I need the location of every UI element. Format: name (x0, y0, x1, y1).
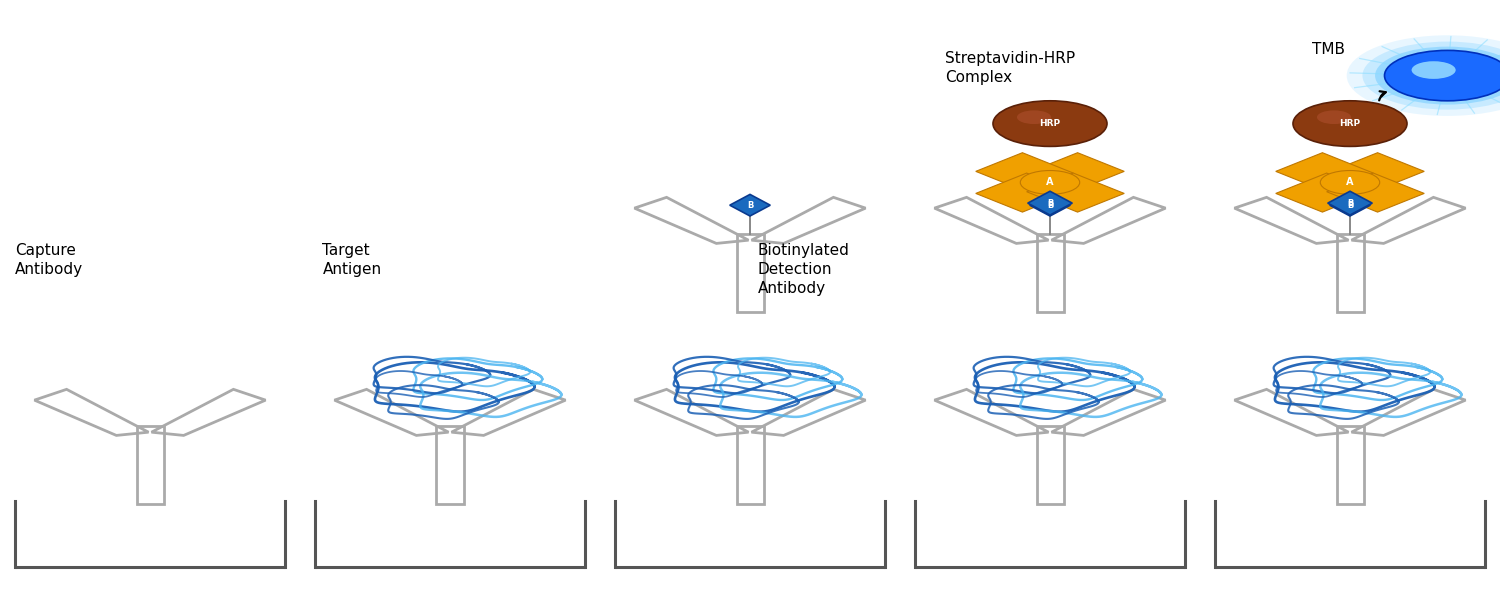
Text: A: A (1047, 178, 1053, 187)
Polygon shape (976, 153, 1074, 192)
Polygon shape (1029, 194, 1069, 216)
Circle shape (1376, 47, 1500, 104)
Text: Streptavidin-HRP
Complex: Streptavidin-HRP Complex (945, 51, 1076, 85)
Polygon shape (1026, 173, 1124, 212)
Circle shape (1017, 110, 1052, 124)
Circle shape (1384, 50, 1500, 101)
Text: B: B (1047, 200, 1053, 209)
Text: B: B (747, 200, 753, 209)
Text: B: B (1347, 200, 1353, 209)
Polygon shape (1329, 194, 1371, 216)
Circle shape (1020, 170, 1080, 194)
Text: HRP: HRP (1340, 119, 1360, 128)
Text: Target
Antigen: Target Antigen (322, 243, 381, 277)
Circle shape (1412, 61, 1455, 79)
Text: TMB: TMB (1312, 42, 1346, 57)
Text: HRP: HRP (1040, 119, 1060, 128)
Polygon shape (1326, 173, 1424, 212)
Polygon shape (1026, 153, 1124, 192)
Polygon shape (1328, 191, 1372, 215)
Circle shape (1320, 170, 1380, 194)
Text: Capture
Antibody: Capture Antibody (15, 243, 82, 277)
Circle shape (1362, 41, 1500, 110)
Polygon shape (1326, 153, 1424, 192)
Polygon shape (1276, 173, 1374, 212)
Circle shape (1347, 35, 1500, 116)
Polygon shape (1276, 153, 1374, 192)
Polygon shape (729, 194, 771, 216)
Circle shape (993, 101, 1107, 146)
Polygon shape (976, 173, 1074, 212)
Polygon shape (1028, 191, 1072, 215)
Text: B: B (1347, 199, 1353, 208)
Text: B: B (1047, 199, 1053, 208)
Circle shape (1293, 101, 1407, 146)
Text: A: A (1347, 178, 1353, 187)
Circle shape (1317, 110, 1352, 124)
Text: Biotinylated
Detection
Antibody: Biotinylated Detection Antibody (758, 243, 849, 296)
